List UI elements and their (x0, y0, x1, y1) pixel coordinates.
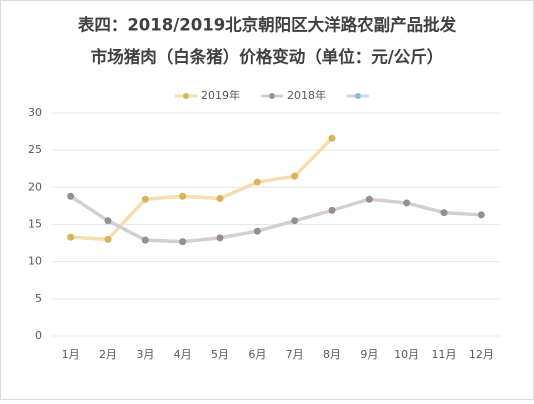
x-tick-label: 10月 (394, 348, 419, 361)
data-point (291, 172, 299, 180)
legend-marker (269, 93, 275, 99)
y-tick-label: 0 (35, 329, 42, 342)
x-tick-label: 5月 (211, 348, 229, 361)
data-point (104, 217, 112, 225)
chart-title: 市场猪肉（白条猪）价格变动（单位：元/公斤） (91, 47, 444, 67)
y-tick-label: 30 (28, 106, 42, 119)
data-point (67, 233, 75, 241)
y-tick-label: 10 (28, 255, 42, 268)
y-tick-label: 15 (28, 218, 42, 231)
x-tick-label: 6月 (248, 348, 266, 361)
data-point (365, 195, 373, 203)
x-tick-label: 3月 (136, 348, 154, 361)
data-point (253, 178, 261, 186)
x-tick-label: 7月 (286, 348, 304, 361)
y-tick-label: 25 (28, 143, 42, 156)
data-point (216, 234, 224, 242)
data-point (403, 199, 411, 207)
data-point (253, 227, 261, 235)
data-point (440, 209, 448, 217)
data-point (328, 206, 336, 214)
series-line (69, 194, 482, 244)
legend-label: 2019年 (201, 88, 240, 102)
x-tick-label: 12月 (469, 348, 494, 361)
x-tick-label: 4月 (174, 348, 192, 361)
x-tick-label: 9月 (360, 348, 378, 361)
chart-title: 表四：2018/2019北京朝阳区大洋路农副产品批发 (78, 15, 457, 35)
y-tick-label: 20 (28, 180, 42, 193)
x-tick-label: 11月 (432, 348, 457, 361)
series-line (70, 137, 334, 242)
x-tick-label: 8月 (323, 348, 341, 361)
data-point (291, 217, 299, 225)
legend-marker (183, 93, 189, 99)
data-point (477, 211, 485, 219)
data-point (67, 192, 75, 200)
legend-marker (355, 93, 361, 99)
legend-label: 2018年 (287, 88, 326, 102)
data-point (328, 134, 336, 142)
data-point (104, 235, 112, 243)
data-point (141, 195, 149, 203)
y-tick-label: 5 (35, 292, 42, 305)
data-point (179, 192, 187, 200)
data-point (216, 194, 224, 202)
data-point (141, 236, 149, 244)
x-tick-label: 2月 (99, 348, 117, 361)
x-tick-label: 1月 (62, 348, 80, 361)
data-point (179, 238, 187, 246)
